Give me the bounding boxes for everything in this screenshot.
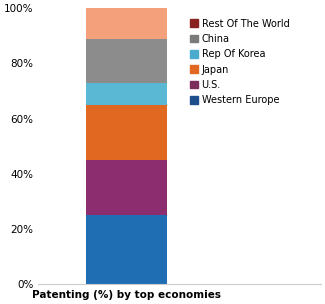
Bar — [86, 215, 167, 284]
Bar — [86, 105, 167, 160]
Bar — [86, 160, 167, 215]
Bar — [86, 8, 167, 39]
Bar — [86, 83, 167, 105]
Bar — [86, 39, 167, 83]
Legend: Rest Of The World, China, Rep Of Korea, Japan, U.S., Western Europe: Rest Of The World, China, Rep Of Korea, … — [190, 19, 289, 105]
